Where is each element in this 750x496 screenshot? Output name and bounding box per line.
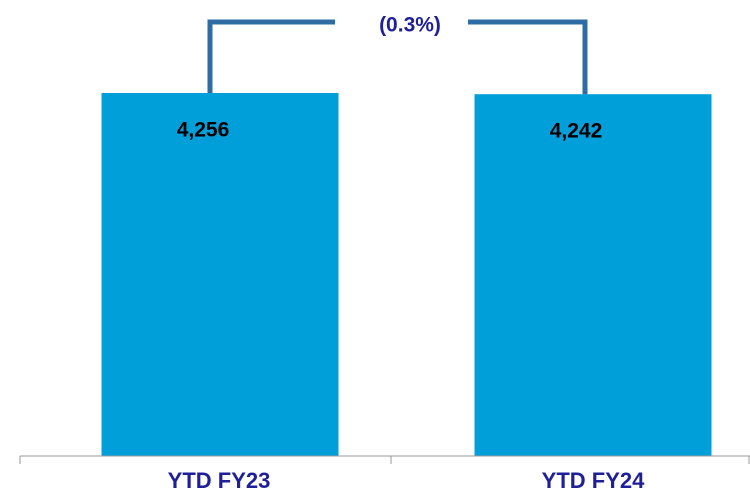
change-annotation: (0.3%) bbox=[379, 14, 441, 37]
bar bbox=[101, 93, 339, 456]
value-label: 4,242 bbox=[550, 120, 603, 143]
bracket-right bbox=[468, 19, 588, 95]
bracket-left bbox=[207, 19, 335, 93]
bar bbox=[474, 94, 712, 456]
x-tick-label: YTD FY23 bbox=[168, 468, 271, 493]
x-tick-label: YTD FY24 bbox=[542, 468, 645, 493]
value-label: 4,256 bbox=[177, 119, 230, 142]
